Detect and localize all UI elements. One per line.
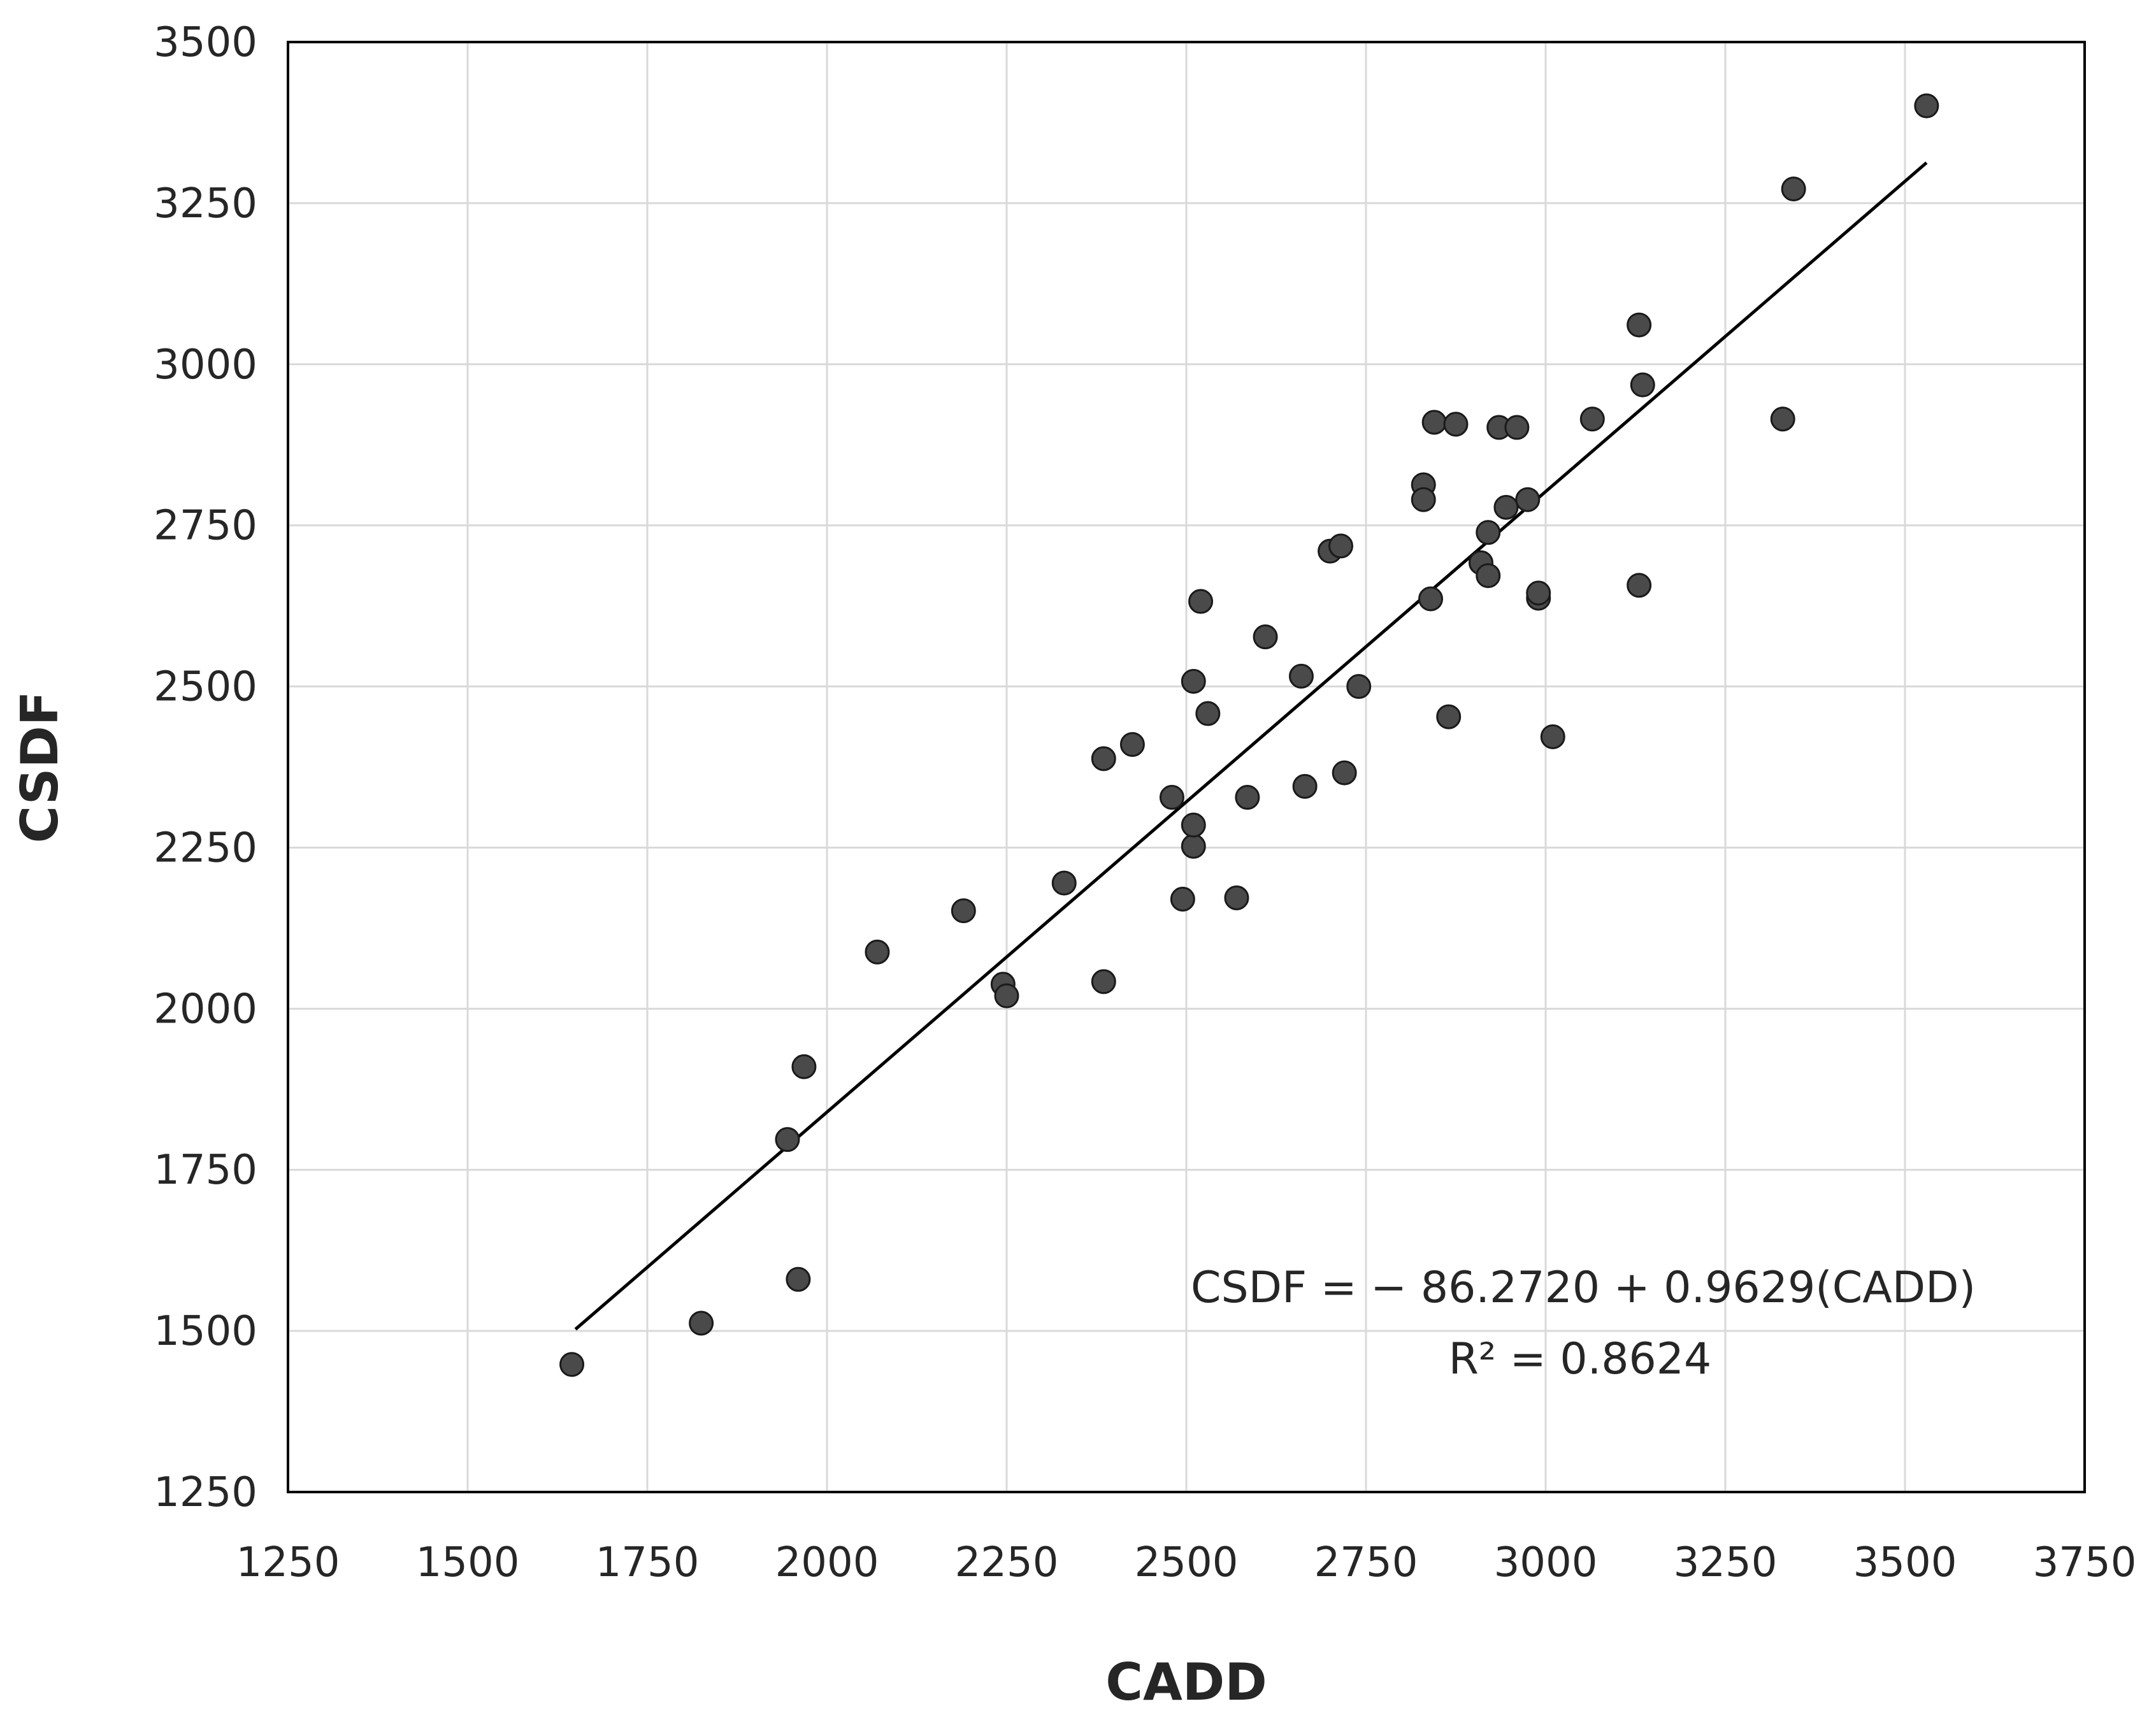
regression-equation: CSDF = − 86.2720 + 0.9629(CADD) [1191,1263,1976,1313]
data-point [1119,732,1145,757]
x-axis-title: CADD [1105,1653,1267,1712]
data-point [1195,701,1221,726]
data-point [951,898,976,924]
data-point [775,1127,800,1152]
data-point [1224,885,1249,910]
y-tick-label: 1250 [154,1469,257,1516]
data-point [791,1054,817,1079]
data-point [1288,663,1314,689]
plot-area-frame [287,41,2086,1493]
x-tick-label: 2000 [775,1539,879,1586]
data-point [689,1310,714,1336]
data-point [1159,785,1184,810]
data-point [1181,833,1206,859]
x-tick-label: 1750 [596,1539,700,1586]
data-point [1627,573,1652,598]
data-point [1421,410,1447,435]
data-point [1914,93,1939,118]
data-point [1235,785,1260,810]
y-tick-label: 1500 [154,1308,257,1355]
data-point [1411,487,1436,512]
data-point [1627,312,1652,338]
x-tick-label: 1500 [416,1539,520,1586]
data-point [1328,533,1354,559]
data-point [1515,487,1541,512]
data-point [1493,494,1519,520]
data-point [1253,624,1278,650]
x-axis-tick-labels: 1250 1500 1750 2000 2250 2500 2750 3000 3250 3500… [236,1539,2137,1586]
y-tick-label: 2000 [154,986,257,1033]
y-tick-label: 2500 [154,664,257,711]
data-points [559,93,1939,1377]
y-tick-label: 2750 [154,503,257,550]
y-tick-label: 3250 [154,180,257,227]
x-tick-label: 2500 [1135,1539,1239,1586]
data-point [1476,563,1501,589]
x-tick-label: 3750 [2033,1539,2137,1586]
data-point [1781,176,1806,202]
data-point [1332,760,1357,786]
data-point [1346,674,1372,700]
x-tick-label: 2250 [955,1539,1059,1586]
data-point [1418,586,1444,612]
x-tick-label: 2750 [1314,1539,1418,1586]
y-tick-label: 2250 [154,824,257,872]
data-point [1181,668,1206,694]
x-tick-label: 3000 [1494,1539,1598,1586]
data-point [1476,520,1501,545]
data-point [1540,724,1565,749]
y-tick-label: 3000 [154,341,257,389]
data-point [865,939,890,965]
data-point [1504,415,1530,440]
x-tick-label: 1250 [236,1539,340,1586]
data-point [1579,406,1605,432]
data-point [559,1352,585,1377]
x-tick-label: 3250 [1674,1539,1778,1586]
data-point [1091,746,1116,771]
y-tick-label: 3500 [154,19,257,66]
data-point [1443,412,1469,437]
data-point [1292,773,1318,799]
data-point [1436,704,1462,729]
data-point [1181,812,1206,838]
data-point [1170,886,1195,912]
y-tick-label: 1750 [154,1147,257,1194]
data-point [1526,580,1551,606]
y-axis-tick-labels: 1250 1500 1750 2000 2250 2500 2750 3000 3250 3500 [154,19,257,1516]
regression-line [574,161,1928,1331]
x-tick-label: 3500 [1853,1539,1957,1586]
data-point [1630,372,1655,398]
data-point [1051,870,1077,896]
y-axis-title: CSDF [10,691,69,843]
data-point [1770,406,1795,432]
data-point [1188,589,1214,614]
r-squared-label: R² = 0.8624 [1449,1334,1712,1384]
data-point [786,1267,811,1292]
data-point [994,983,1019,1008]
data-point [1091,969,1116,994]
